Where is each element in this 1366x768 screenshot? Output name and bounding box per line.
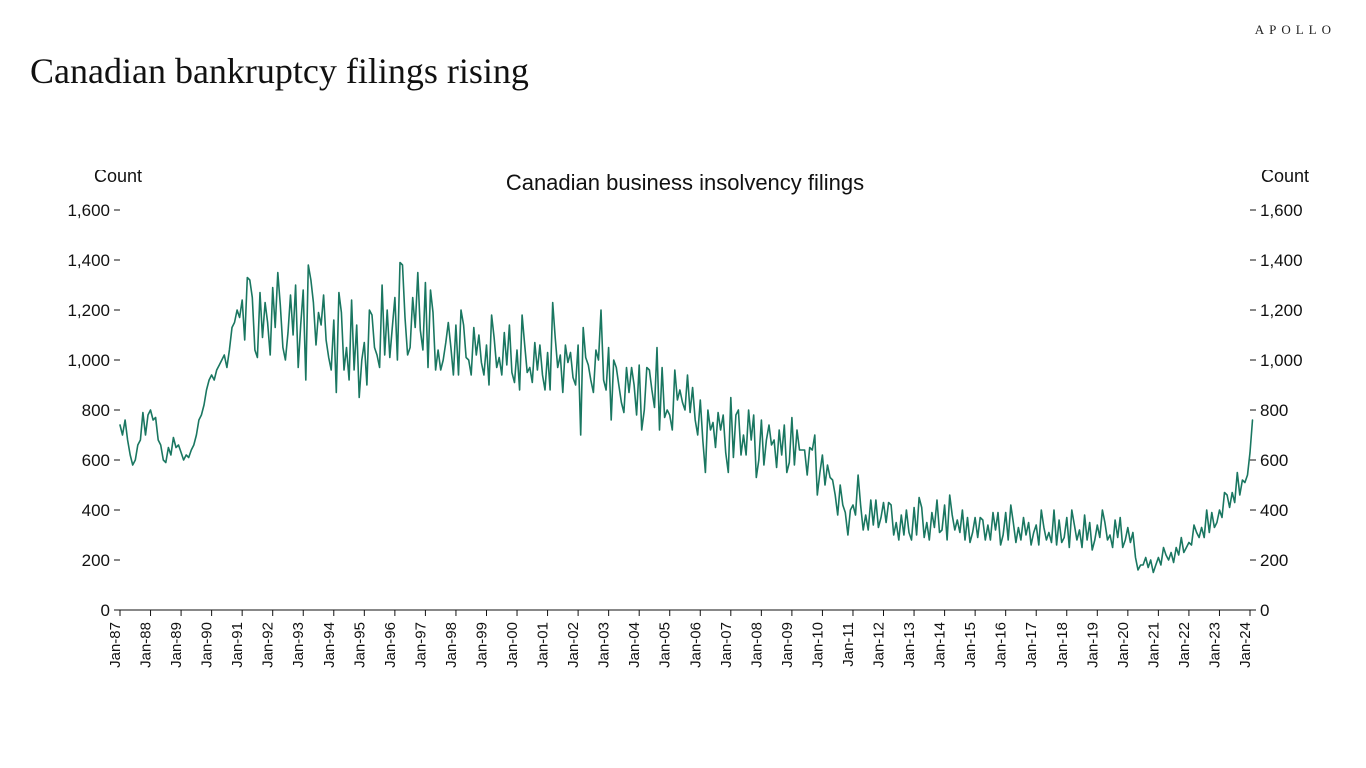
ytick-left: 0: [101, 601, 110, 620]
page-root: APOLLO Canadian bankruptcy filings risin…: [0, 0, 1366, 768]
series-line: [120, 263, 1253, 573]
ytick-left: 1,000: [67, 351, 110, 370]
xtick: Jan-02: [565, 622, 582, 668]
ytick-right: 800: [1260, 401, 1288, 420]
xtick: Jan-87: [107, 622, 124, 668]
xtick: Jan-97: [412, 622, 429, 668]
xtick: Jan-21: [1145, 622, 1162, 668]
y-axis-title-left: Count: [94, 170, 142, 186]
ytick-right: 600: [1260, 451, 1288, 470]
xtick: Jan-96: [382, 622, 399, 668]
ytick-right: 400: [1260, 501, 1288, 520]
xtick: Jan-10: [809, 622, 826, 668]
xtick: Jan-88: [138, 622, 155, 668]
ytick-left: 1,400: [67, 251, 110, 270]
xtick: Jan-92: [260, 622, 277, 668]
xtick: Jan-89: [168, 622, 185, 668]
xtick: Jan-09: [779, 622, 796, 668]
xtick: Jan-93: [290, 622, 307, 668]
ytick-left: 1,200: [67, 301, 110, 320]
ytick-left: 400: [82, 501, 110, 520]
page-title: Canadian bankruptcy filings rising: [30, 50, 529, 92]
xtick: Jan-16: [993, 622, 1010, 668]
ytick-left: 600: [82, 451, 110, 470]
ytick-right: 1,200: [1260, 301, 1303, 320]
ytick-right: 1,600: [1260, 201, 1303, 220]
xtick: Jan-08: [748, 622, 765, 668]
xtick: Jan-17: [1023, 622, 1040, 668]
ytick-right: 0: [1260, 601, 1269, 620]
xtick: Jan-18: [1054, 622, 1071, 668]
y-axis-title-right: Count: [1261, 170, 1309, 186]
xtick: Jan-14: [932, 622, 949, 668]
ytick-left: 800: [82, 401, 110, 420]
xtick: Jan-04: [626, 622, 643, 668]
xtick: Jan-03: [596, 622, 613, 668]
xtick: Jan-94: [321, 622, 338, 668]
xtick: Jan-11: [840, 622, 857, 667]
xtick: Jan-98: [443, 622, 460, 668]
ytick-right: 1,000: [1260, 351, 1303, 370]
xtick: Jan-99: [473, 622, 490, 668]
chart-title: Canadian business insolvency filings: [506, 170, 864, 195]
xtick: Jan-95: [351, 622, 368, 668]
brand-logo: APOLLO: [1255, 22, 1336, 38]
xtick: Jan-15: [962, 622, 979, 668]
line-chart: Canadian business insolvency filings Coun…: [50, 170, 1320, 700]
xtick: Jan-00: [504, 622, 521, 668]
xtick: Jan-19: [1084, 622, 1101, 668]
xtick: Jan-91: [229, 622, 246, 668]
ytick-right: 200: [1260, 551, 1288, 570]
ytick-left: 1,600: [67, 201, 110, 220]
ytick-left: 200: [82, 551, 110, 570]
xtick: Jan-22: [1176, 622, 1193, 668]
xtick: Jan-07: [718, 622, 735, 668]
xtick: Jan-13: [901, 622, 918, 668]
xtick: Jan-12: [871, 622, 888, 668]
xtick: Jan-05: [657, 622, 674, 668]
xtick: Jan-90: [199, 622, 216, 668]
xtick: Jan-23: [1206, 622, 1223, 668]
xtick: Jan-06: [687, 622, 704, 668]
xtick: Jan-01: [535, 622, 552, 668]
ytick-right: 1,400: [1260, 251, 1303, 270]
xtick: Jan-20: [1115, 622, 1132, 668]
xtick: Jan-24: [1237, 622, 1254, 668]
